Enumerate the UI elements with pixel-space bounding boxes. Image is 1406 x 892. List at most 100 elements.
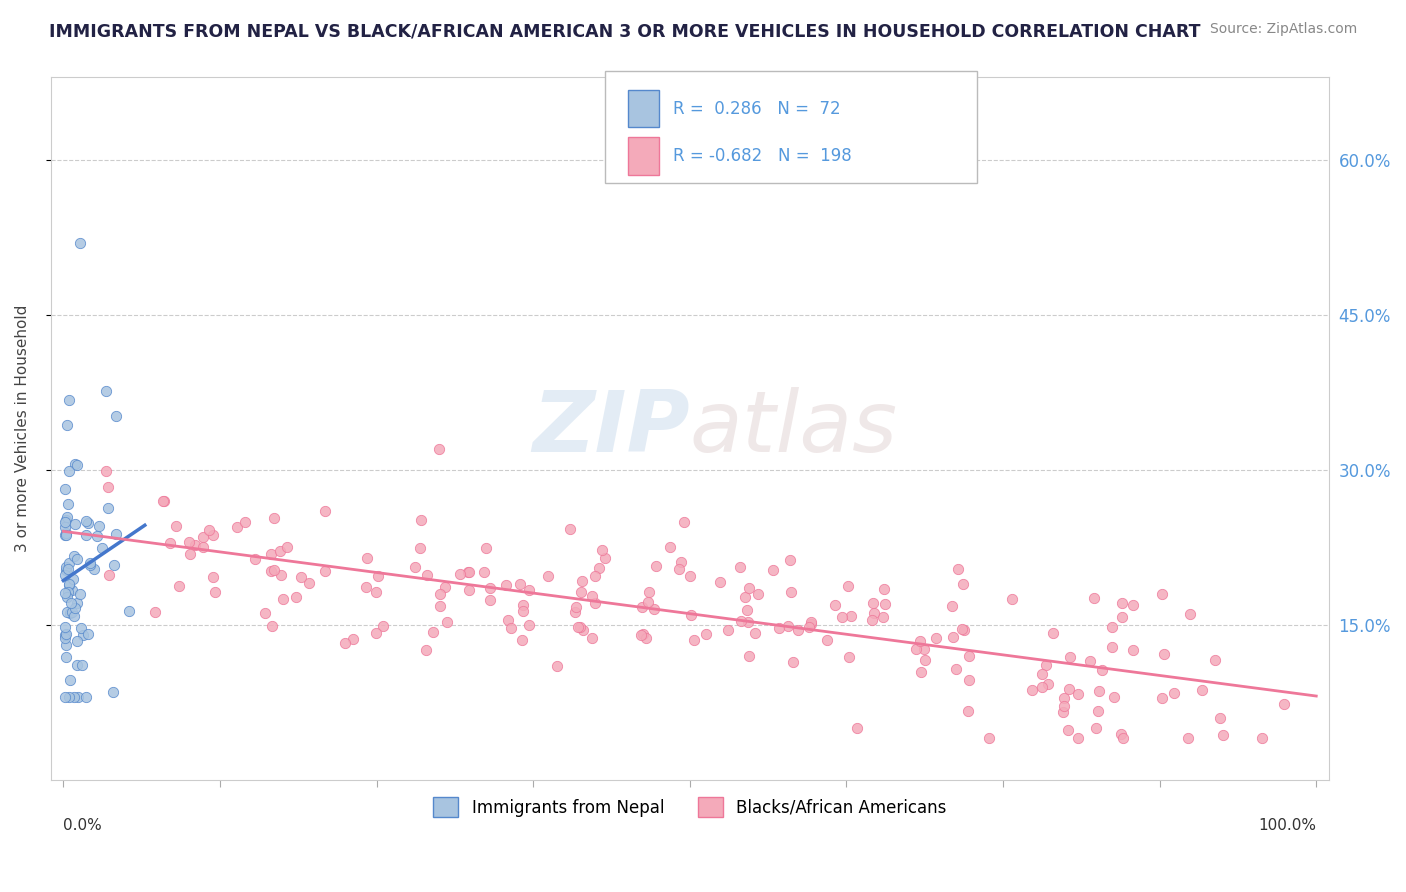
Point: [957, 673, 980, 687]
Point: [638, 585, 661, 599]
Point: [839, 608, 862, 623]
Point: [429, 587, 451, 601]
Point: [105, 409, 128, 424]
Point: [637, 595, 659, 609]
Point: [1085, 721, 1108, 735]
Point: [768, 621, 790, 635]
Point: [1250, 731, 1272, 746]
Point: [53, 628, 76, 642]
Point: [56, 562, 79, 576]
Text: Source: ZipAtlas.com: Source: ZipAtlas.com: [1209, 22, 1357, 37]
Point: [436, 615, 458, 629]
Point: [55, 638, 77, 652]
Point: [475, 541, 498, 555]
Point: [198, 523, 221, 537]
Point: [948, 562, 970, 576]
Point: [815, 632, 838, 647]
Point: [925, 631, 948, 645]
Point: [591, 543, 613, 558]
Point: [1067, 731, 1090, 746]
Point: [202, 570, 225, 584]
Point: [1035, 658, 1057, 673]
Point: [1031, 666, 1053, 681]
Legend: Immigrants from Nepal, Blacks/African Americans: Immigrants from Nepal, Blacks/African Am…: [426, 790, 953, 824]
Point: [404, 560, 426, 574]
Point: [1191, 683, 1213, 698]
Point: [75, 528, 97, 542]
Point: [778, 619, 800, 633]
Point: [63, 457, 86, 471]
Point: [1102, 690, 1125, 705]
Point: [1209, 710, 1232, 724]
Point: [259, 548, 281, 562]
Text: IMMIGRANTS FROM NEPAL VS BLACK/AFRICAN AMERICAN 3 OR MORE VEHICLES IN HOUSEHOLD : IMMIGRANTS FROM NEPAL VS BLACK/AFRICAN A…: [49, 22, 1201, 40]
Point: [735, 602, 758, 616]
Point: [55, 560, 77, 574]
Point: [1150, 690, 1173, 705]
Point: [952, 577, 974, 591]
Point: [474, 565, 496, 579]
Point: [569, 585, 592, 599]
Point: [55, 563, 77, 577]
Point: [364, 625, 387, 640]
Point: [59, 673, 82, 688]
Point: [581, 589, 603, 603]
Point: [564, 605, 586, 619]
Point: [571, 623, 593, 637]
Point: [873, 597, 896, 611]
Point: [912, 642, 935, 657]
Point: [285, 590, 308, 604]
Text: R = -0.682   N =  198: R = -0.682 N = 198: [673, 147, 852, 165]
Point: [58, 578, 80, 592]
Point: [1001, 592, 1024, 607]
Point: [762, 563, 785, 577]
Point: [737, 615, 759, 629]
Point: [59, 597, 82, 611]
Point: [717, 624, 740, 638]
Point: [837, 579, 859, 593]
Point: [55, 627, 77, 641]
Point: [510, 633, 533, 648]
Point: [782, 655, 804, 669]
Point: [409, 541, 432, 555]
Point: [233, 515, 256, 529]
Point: [191, 530, 214, 544]
Point: [1272, 697, 1295, 711]
Point: [55, 650, 77, 665]
Point: [58, 557, 80, 571]
Point: [910, 665, 932, 680]
Point: [60, 582, 83, 597]
Point: [55, 590, 77, 604]
Point: [253, 607, 276, 621]
Point: [97, 500, 120, 515]
Text: ZIP: ZIP: [533, 387, 690, 470]
Point: [98, 568, 121, 582]
Point: [179, 535, 201, 549]
Point: [69, 586, 91, 600]
Point: [226, 520, 249, 534]
Point: [942, 630, 965, 644]
Point: [53, 620, 76, 634]
Point: [1122, 598, 1144, 612]
Point: [86, 529, 108, 543]
Text: atlas: atlas: [690, 387, 898, 470]
Point: [152, 494, 174, 508]
Text: 100.0%: 100.0%: [1258, 818, 1316, 833]
Point: [79, 558, 101, 573]
Point: [1080, 654, 1102, 668]
Point: [1091, 663, 1114, 677]
Point: [683, 633, 706, 648]
Point: [479, 592, 502, 607]
Point: [1153, 647, 1175, 661]
Point: [672, 516, 695, 530]
Point: [184, 537, 207, 551]
Point: [658, 541, 681, 555]
Point: [914, 653, 936, 667]
Point: [1067, 687, 1090, 701]
Point: [1053, 691, 1076, 706]
Point: [69, 621, 91, 635]
Point: [1042, 625, 1064, 640]
Point: [56, 585, 79, 599]
Point: [53, 520, 76, 534]
Point: [96, 464, 118, 478]
